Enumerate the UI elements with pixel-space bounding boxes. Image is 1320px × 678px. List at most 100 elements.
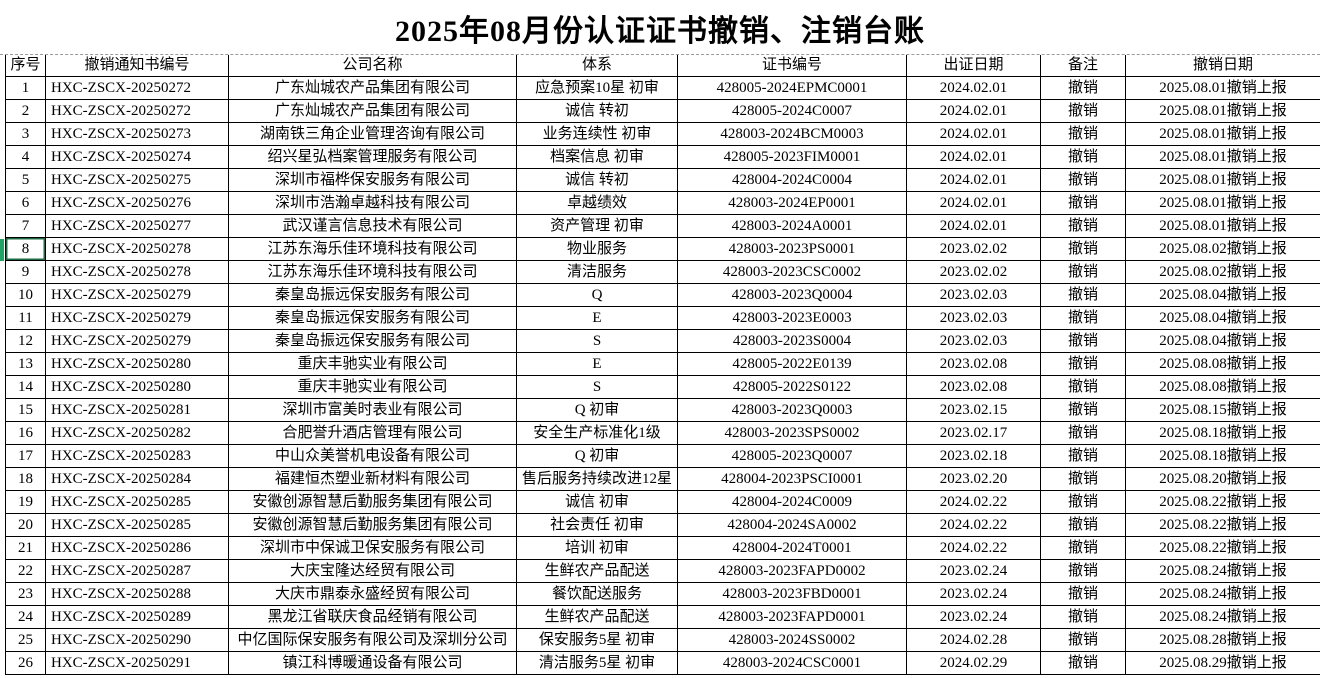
cell-issue-date[interactable]: 2023.02.20: [906, 467, 1041, 491]
cell-revoke-date[interactable]: 2025.08.24撤销上报: [1125, 582, 1320, 606]
cell-revoke-date[interactable]: 2025.08.15撤销上报: [1125, 398, 1320, 422]
cell-index[interactable]: 9: [5, 260, 46, 284]
cell-revoke-date[interactable]: 2025.08.22撤销上报: [1125, 490, 1320, 514]
cell-notice-no[interactable]: HXC-ZSCX-20250281: [45, 398, 229, 422]
cell-notice-no[interactable]: HXC-ZSCX-20250282: [45, 421, 229, 445]
cell-company[interactable]: 广东灿城农产品集团有限公司: [228, 99, 517, 123]
cell-notice-no[interactable]: HXC-ZSCX-20250276: [45, 191, 229, 215]
cell-issue-date[interactable]: 2023.02.03: [906, 329, 1041, 353]
cell-cert-no[interactable]: 428004-2023PSCI0001: [677, 467, 907, 491]
cell-notice-no[interactable]: HXC-ZSCX-20250279: [45, 306, 229, 330]
cell-company[interactable]: 深圳市浩瀚卓越科技有限公司: [228, 191, 517, 215]
cell-system[interactable]: 售后服务持续改进12星: [516, 467, 678, 491]
cell-issue-date[interactable]: 2023.02.03: [906, 283, 1041, 307]
cell-system[interactable]: 档案信息 初审: [516, 145, 678, 169]
cell-company[interactable]: 中山众美誉机电设备有限公司: [228, 444, 517, 468]
cell-remark[interactable]: 撤销: [1040, 214, 1126, 238]
cell-revoke-date[interactable]: 2025.08.28撤销上报: [1125, 628, 1320, 652]
cell-cert-no[interactable]: 428003-2023SPS0002: [677, 421, 907, 445]
cell-system[interactable]: 物业服务: [516, 237, 678, 261]
cell-notice-no[interactable]: HXC-ZSCX-20250280: [45, 375, 229, 399]
cell-index[interactable]: 8: [5, 237, 46, 261]
cell-notice-no[interactable]: HXC-ZSCX-20250286: [45, 536, 229, 560]
cell-remark[interactable]: 撤销: [1040, 306, 1126, 330]
cell-system[interactable]: 清洁服务: [516, 260, 678, 284]
cell-issue-date[interactable]: 2023.02.08: [906, 375, 1041, 399]
cell-remark[interactable]: 撤销: [1040, 444, 1126, 468]
cell-notice-no[interactable]: HXC-ZSCX-20250278: [45, 260, 229, 284]
cell-issue-date[interactable]: 2024.02.01: [906, 122, 1041, 146]
cell-remark[interactable]: 撤销: [1040, 559, 1126, 583]
cell-system[interactable]: 生鲜农产品配送: [516, 605, 678, 629]
cell-revoke-date[interactable]: 2025.08.01撤销上报: [1125, 76, 1320, 100]
cell-system[interactable]: 保安服务5星 初审: [516, 628, 678, 652]
cell-remark[interactable]: 撤销: [1040, 260, 1126, 284]
cell-company[interactable]: 深圳市福桦保安服务有限公司: [228, 168, 517, 192]
cell-notice-no[interactable]: HXC-ZSCX-20250272: [45, 76, 229, 100]
cell-cert-no[interactable]: 428003-2023Q0003: [677, 398, 907, 422]
cell-revoke-date[interactable]: 2025.08.01撤销上报: [1125, 145, 1320, 169]
cell-index[interactable]: 26: [5, 651, 46, 675]
cell-issue-date[interactable]: 2023.02.02: [906, 260, 1041, 284]
cell-system[interactable]: 生鲜农产品配送: [516, 559, 678, 583]
cell-cert-no[interactable]: 428005-2024C0007: [677, 99, 907, 123]
cell-remark[interactable]: 撤销: [1040, 329, 1126, 353]
cell-company[interactable]: 秦皇岛振远保安服务有限公司: [228, 283, 517, 307]
cell-revoke-date[interactable]: 2025.08.18撤销上报: [1125, 444, 1320, 468]
cell-index[interactable]: 11: [5, 306, 46, 330]
cell-issue-date[interactable]: 2023.02.08: [906, 352, 1041, 376]
cell-index[interactable]: 21: [5, 536, 46, 560]
cell-issue-date[interactable]: 2024.02.28: [906, 628, 1041, 652]
cell-remark[interactable]: 撤销: [1040, 421, 1126, 445]
cell-remark[interactable]: 撤销: [1040, 651, 1126, 675]
cell-company[interactable]: 大庆市鼎泰永盛经贸有限公司: [228, 582, 517, 606]
cell-index[interactable]: 25: [5, 628, 46, 652]
cell-revoke-date[interactable]: 2025.08.02撤销上报: [1125, 260, 1320, 284]
cell-company[interactable]: 镇江科博暖通设备有限公司: [228, 651, 517, 675]
cell-remark[interactable]: 撤销: [1040, 628, 1126, 652]
cell-issue-date[interactable]: 2024.02.22: [906, 536, 1041, 560]
cell-revoke-date[interactable]: 2025.08.29撤销上报: [1125, 651, 1320, 675]
cell-index[interactable]: 15: [5, 398, 46, 422]
cell-revoke-date[interactable]: 2025.08.04撤销上报: [1125, 306, 1320, 330]
cell-cert-no[interactable]: 428005-2022E0139: [677, 352, 907, 376]
cell-remark[interactable]: 撤销: [1040, 352, 1126, 376]
header-company[interactable]: 公司名称: [228, 55, 517, 77]
cell-remark[interactable]: 撤销: [1040, 398, 1126, 422]
cell-cert-no[interactable]: 428005-2022S0122: [677, 375, 907, 399]
cell-revoke-date[interactable]: 2025.08.22撤销上报: [1125, 513, 1320, 537]
page-title[interactable]: 2025年08月份认证证书撤销、注销台账: [395, 15, 925, 48]
header-index[interactable]: 序号: [5, 55, 46, 77]
cell-company[interactable]: 深圳市中保诚卫保安服务有限公司: [228, 536, 517, 560]
cell-cert-no[interactable]: 428003-2023CSC0002: [677, 260, 907, 284]
cell-notice-no[interactable]: HXC-ZSCX-20250277: [45, 214, 229, 238]
cell-index[interactable]: 22: [5, 559, 46, 583]
cell-system[interactable]: 业务连续性 初审: [516, 122, 678, 146]
cell-index[interactable]: 5: [5, 168, 46, 192]
cell-system[interactable]: 诚信 转初: [516, 99, 678, 123]
cell-remark[interactable]: 撤销: [1040, 605, 1126, 629]
cell-system[interactable]: 培训 初审: [516, 536, 678, 560]
cell-issue-date[interactable]: 2023.02.24: [906, 605, 1041, 629]
cell-revoke-date[interactable]: 2025.08.08撤销上报: [1125, 352, 1320, 376]
cell-index[interactable]: 23: [5, 582, 46, 606]
cell-remark[interactable]: 撤销: [1040, 513, 1126, 537]
cell-index[interactable]: 3: [5, 122, 46, 146]
cell-issue-date[interactable]: 2024.02.22: [906, 490, 1041, 514]
cell-company[interactable]: 中亿国际保安服务有限公司及深圳分公司: [228, 628, 517, 652]
cell-company[interactable]: 黑龙江省联庆食品经销有限公司: [228, 605, 517, 629]
cell-revoke-date[interactable]: 2025.08.24撤销上报: [1125, 605, 1320, 629]
cell-index[interactable]: 13: [5, 352, 46, 376]
cell-notice-no[interactable]: HXC-ZSCX-20250272: [45, 99, 229, 123]
cell-remark[interactable]: 撤销: [1040, 76, 1126, 100]
cell-issue-date[interactable]: 2024.02.01: [906, 76, 1041, 100]
cell-company[interactable]: 秦皇岛振远保安服务有限公司: [228, 329, 517, 353]
cell-issue-date[interactable]: 2024.02.01: [906, 214, 1041, 238]
header-issue-date[interactable]: 出证日期: [906, 55, 1041, 77]
cell-system[interactable]: S: [516, 375, 678, 399]
cell-notice-no[interactable]: HXC-ZSCX-20250278: [45, 237, 229, 261]
cell-cert-no[interactable]: 428005-2023FIM0001: [677, 145, 907, 169]
cell-remark[interactable]: 撤销: [1040, 99, 1126, 123]
cell-company[interactable]: 重庆丰驰实业有限公司: [228, 352, 517, 376]
cell-remark[interactable]: 撤销: [1040, 283, 1126, 307]
